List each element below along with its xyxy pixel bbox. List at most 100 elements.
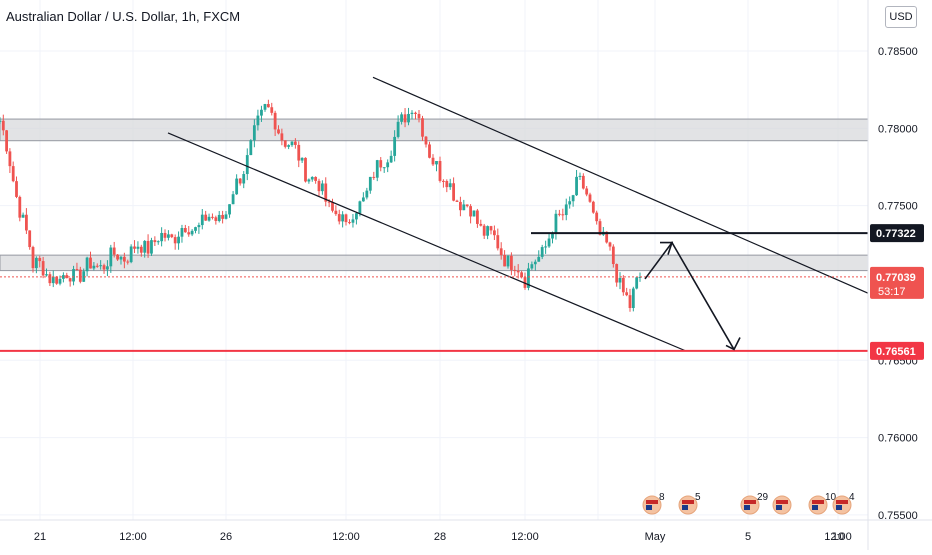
candle-body — [5, 130, 8, 152]
candle-body — [317, 180, 321, 192]
projection-arrowhead-up — [660, 241, 674, 255]
candle-body — [217, 214, 221, 221]
candle-body — [389, 155, 393, 163]
event-markers[interactable]: 8 5 29 10 4 — [642, 492, 855, 515]
candle-body — [608, 242, 612, 247]
candle-body — [621, 277, 625, 293]
time-tick-label: 5 — [745, 531, 751, 543]
event-flag-icon[interactable]: 8 — [642, 492, 665, 515]
candle-body — [235, 178, 239, 195]
candle-body — [304, 157, 307, 182]
candle-body — [122, 256, 126, 262]
candle-body — [469, 206, 472, 217]
candle-body — [605, 231, 609, 243]
candle-body — [249, 140, 253, 156]
candle-body — [386, 162, 390, 168]
channel-upper-line — [372, 76, 869, 294]
last-price-text: 0.77039 — [876, 272, 916, 284]
event-flag-stripe — [776, 500, 788, 504]
candle-body — [173, 237, 177, 244]
event-count: 29 — [757, 492, 769, 503]
candle-body — [403, 114, 407, 123]
event-flag-canton — [744, 505, 750, 510]
candle-body — [55, 276, 59, 284]
countdown-text: 53:17 — [878, 286, 906, 298]
candle-body — [520, 272, 523, 278]
event-flag-stripe — [836, 500, 848, 504]
candle-body — [238, 178, 242, 184]
candle-body — [280, 133, 284, 141]
candle-body — [204, 214, 208, 221]
candle-body — [112, 247, 116, 255]
candle-body — [561, 214, 565, 216]
candle-body — [348, 222, 351, 224]
candle-body — [48, 274, 52, 284]
candle-body — [452, 183, 455, 201]
candle-body — [462, 204, 466, 211]
candle-body — [635, 277, 639, 289]
candle-body — [58, 278, 62, 284]
candle-body — [442, 180, 445, 182]
candle-body — [585, 188, 589, 195]
event-flag-icon[interactable]: 29 — [740, 492, 769, 515]
currency-button[interactable]: USD — [885, 6, 917, 28]
event-count: 4 — [849, 492, 855, 503]
candle-body — [61, 275, 65, 279]
candle-body — [224, 214, 228, 219]
candle-body — [207, 216, 211, 221]
drawings — [0, 76, 869, 352]
candle-body — [143, 240, 147, 253]
candle-body — [260, 109, 263, 116]
event-flag-icon[interactable] — [772, 495, 792, 515]
candle-body — [252, 125, 256, 141]
price-label-box — [870, 224, 924, 243]
candle-body — [417, 113, 421, 119]
candle-body — [41, 261, 45, 276]
candle-body — [82, 271, 86, 282]
event-flag-icon[interactable]: 10 — [808, 492, 837, 515]
candle-body — [18, 196, 22, 218]
candle-body — [106, 266, 109, 270]
candle-body — [544, 246, 548, 248]
candle-body — [431, 157, 435, 165]
candle-body — [489, 226, 493, 231]
candle-body — [588, 194, 592, 202]
event-flag-stripe — [682, 500, 694, 504]
candle-body — [564, 204, 568, 216]
event-flag-icon[interactable]: 5 — [678, 492, 701, 515]
last-price-box — [870, 266, 924, 299]
candle-body — [516, 270, 520, 273]
candle-body — [533, 261, 537, 265]
zones — [0, 118, 869, 272]
candle-body — [283, 140, 287, 147]
price-tick-label: 0.75500 — [878, 510, 918, 522]
candle-body — [581, 175, 585, 189]
candle-body — [68, 278, 72, 282]
candle-body — [242, 174, 246, 184]
time-tick-label: 12:00 — [332, 531, 360, 543]
candle-body — [421, 118, 424, 137]
candle-body — [153, 240, 157, 243]
candle-body — [15, 181, 18, 197]
candle-body — [351, 219, 355, 223]
candle-body — [133, 246, 136, 249]
candle-body — [75, 269, 79, 271]
candle-body — [146, 240, 150, 254]
event-flag-icon[interactable]: 4 — [832, 492, 855, 515]
candle-body — [365, 190, 369, 198]
candle-body — [598, 221, 602, 235]
candle-body — [482, 225, 486, 236]
candle-body — [263, 104, 267, 110]
candle-body — [493, 230, 496, 236]
candle-body — [465, 204, 469, 207]
candle-body — [530, 264, 534, 269]
price-tick-label: 0.78000 — [878, 123, 918, 135]
candle-body — [163, 232, 167, 238]
candle-body — [358, 201, 362, 214]
candle-body — [615, 264, 619, 283]
candle-body — [200, 214, 204, 226]
time-tick-label: May — [645, 531, 666, 543]
candle-body — [287, 145, 291, 147]
